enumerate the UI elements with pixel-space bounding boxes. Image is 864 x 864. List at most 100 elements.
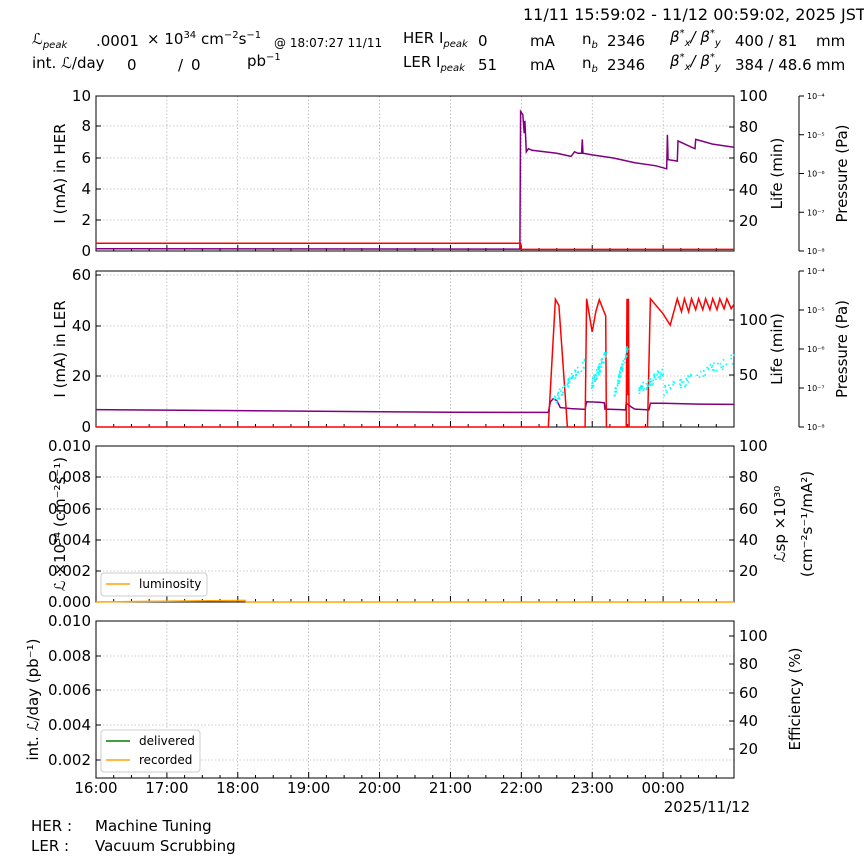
ler-beta-star2: * [709, 52, 715, 63]
pressure-point [626, 355, 628, 357]
pressure-point [638, 392, 641, 395]
footer-ler-status: Vacuum Scrubbing [95, 837, 236, 855]
lpeak-unit-s: s [238, 30, 247, 48]
pressure-point [616, 384, 619, 387]
pressure-point [731, 363, 734, 365]
pressure-point [576, 366, 579, 369]
y-tick-label: 0 [81, 242, 91, 260]
pressure-point [668, 384, 670, 386]
pressure-point [730, 354, 733, 357]
her-ipeak-value: 0 [478, 32, 488, 50]
x-tick-label: 17:00 [145, 779, 188, 797]
lpeak-unit-exp2: −2 [223, 30, 239, 41]
right-tick-label: 100 [739, 627, 768, 645]
y-tick-label: 0 [81, 418, 91, 436]
plot-frame [95, 95, 735, 252]
pressure-point [605, 351, 608, 354]
pressure-point [648, 383, 651, 386]
pressure-point [713, 369, 715, 371]
pressure-point [722, 359, 725, 361]
current-line [96, 109, 734, 250]
x-tick-label: 20:00 [358, 779, 401, 797]
pressure-point [597, 367, 599, 369]
pressure-point [621, 370, 624, 372]
right-tick-label: 60 [739, 149, 758, 167]
pressure-point [719, 362, 722, 365]
right-tick-label: 20 [739, 740, 758, 758]
pressure-point [600, 363, 602, 365]
pressure-point [570, 373, 573, 375]
pressure-point [596, 372, 598, 374]
y-tick-label: 2 [81, 211, 91, 229]
pressure-point [653, 376, 656, 378]
pressure-point [638, 387, 641, 389]
pressure-point [627, 348, 629, 350]
her-nb-label: nb [582, 30, 598, 51]
pressure-point [626, 346, 628, 348]
pressure-point [669, 387, 672, 390]
pressure-tick-label: 10⁻⁶ [807, 345, 825, 354]
pressure-point [593, 374, 595, 376]
pressure-point [556, 392, 559, 395]
lpeak-unit-exp3: −1 [246, 30, 262, 41]
her-nb-value: 2346 [607, 32, 646, 50]
pressure-point [672, 380, 675, 383]
her-beta-y: y [714, 38, 721, 49]
pressure-point [672, 384, 674, 386]
pressure-point [567, 385, 570, 388]
pressure-point [603, 353, 605, 356]
ler-beta-b: β [670, 52, 680, 70]
pressure-point [599, 365, 601, 368]
pressure-point [704, 374, 706, 376]
pressure-tick-label: 10⁻⁸ [807, 423, 825, 432]
pressure-point [702, 370, 705, 372]
her-beta-x: x [684, 38, 691, 49]
y-tick-label: 0.004 [48, 716, 91, 734]
y-tick-label: 0.008 [48, 647, 91, 665]
ler-ipeak-label: LER Ipeak [403, 53, 465, 74]
legend-label-delivered: delivered [139, 734, 195, 748]
intl-sep: / [178, 56, 184, 74]
footer-her-label: HER : [31, 817, 73, 835]
pressure-point [625, 347, 628, 350]
pressure-point [717, 362, 719, 365]
pressure-point [598, 369, 601, 372]
ler-nb-label: nb [582, 54, 598, 75]
pressure-point [651, 383, 653, 386]
pressure-point [721, 368, 724, 370]
pressure-point [626, 350, 629, 352]
her-beta-star: * [679, 28, 685, 39]
pressure-point [625, 355, 627, 358]
pressure-point [733, 354, 735, 357]
pressure-point [642, 389, 645, 392]
pressure-point [591, 382, 593, 385]
lpeak-symbol: ℒ [32, 30, 43, 48]
efficiency-axis-label: Efficiency (%) [786, 648, 804, 751]
pressure-point [616, 383, 619, 385]
y-axis-label: int. ℒ/day (pb⁻¹) [24, 639, 42, 761]
ler-beta-value: 384 / 48.6 [735, 56, 812, 74]
pressure-tick-label: 10⁻⁵ [807, 131, 825, 140]
ler-beta-x: x [684, 62, 691, 73]
pressure-point [663, 394, 665, 397]
pressure-point [659, 375, 661, 378]
pressure-point [664, 386, 666, 388]
her-beta-b: β [670, 28, 680, 46]
pressure-point [571, 377, 573, 380]
lpeak-unit-exp: 34 [183, 30, 197, 41]
y-tick-label: 0.004 [48, 531, 91, 549]
her-nb-text: n [582, 30, 592, 48]
pressure-point [557, 397, 559, 400]
y-tick-label: 8 [81, 117, 91, 135]
pressure-point [664, 384, 666, 387]
pressure-point [572, 375, 575, 377]
ler-beta-star: * [679, 52, 685, 63]
lsp-axis-unit: (cm⁻²s⁻¹/mA²) [798, 471, 816, 577]
pressure-point [710, 366, 713, 368]
y-tick-label: 0.000 [48, 593, 91, 611]
pressure-point [557, 394, 559, 397]
y-tick-label: 0.010 [48, 612, 91, 630]
pressure-point [604, 355, 607, 357]
pressure-point [709, 364, 712, 366]
pressure-point [593, 378, 596, 380]
